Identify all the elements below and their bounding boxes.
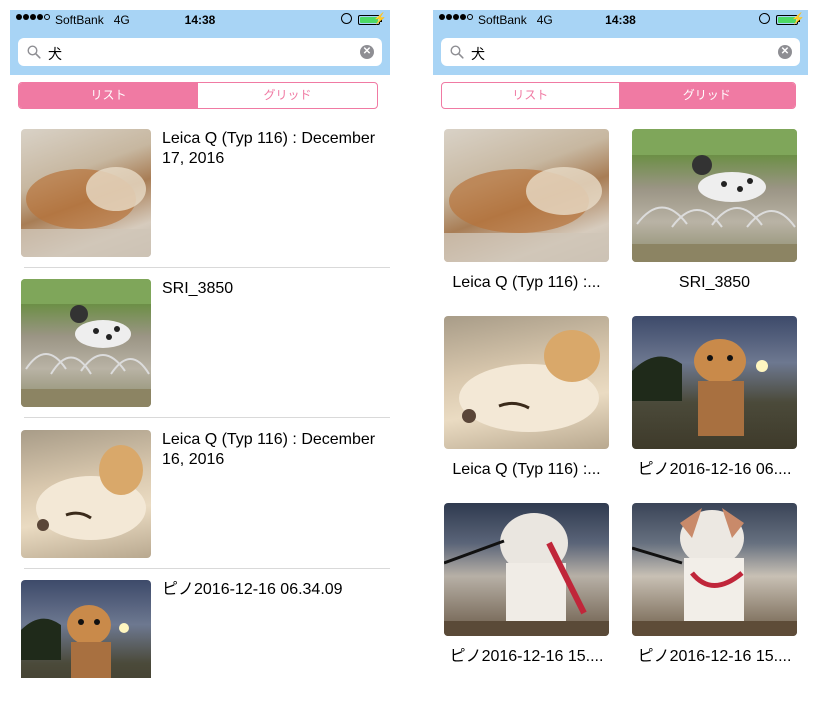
list-item[interactable]: Leica Q (Typ 116) : December 17, 2016 xyxy=(10,129,390,279)
photo-thumbnail xyxy=(444,503,609,636)
dog-photo-image xyxy=(444,503,609,636)
signal-strength-icon xyxy=(439,14,473,20)
battery-icon xyxy=(776,15,800,25)
network-label: 4G xyxy=(536,13,553,27)
cell-caption: ピノ2016-12-16 06.... xyxy=(637,461,792,478)
row-divider xyxy=(24,417,390,418)
cell-caption: ピノ2016-12-16 15.... xyxy=(637,648,792,665)
carrier-label: SoftBank 4G xyxy=(478,13,553,27)
dog-photo-image xyxy=(21,279,151,407)
search-icon xyxy=(450,45,464,59)
dog-photo-image xyxy=(632,503,797,636)
navigation-bar: SoftBank 4G 14:38 ⚡ 犬 ✕ xyxy=(433,10,808,75)
row-divider xyxy=(24,568,390,569)
navigation-bar: SoftBank 4G 14:38 ⚡ 犬 ✕ xyxy=(10,10,390,75)
signal-strength-icon xyxy=(16,14,50,20)
status-bar: SoftBank 4G 14:38 ⚡ xyxy=(10,10,390,30)
segment-list[interactable]: リスト xyxy=(19,83,198,108)
photo-thumbnail xyxy=(632,316,797,449)
clock: 14:38 xyxy=(605,13,636,27)
segment-grid[interactable]: グリッド xyxy=(618,83,795,108)
dog-photo-image xyxy=(632,129,797,262)
view-mode-segmented-control[interactable]: リスト グリッド xyxy=(18,82,378,109)
item-title: SRI_3850 xyxy=(162,280,234,297)
view-mode-segmented-control[interactable]: リスト グリッド xyxy=(441,82,796,109)
row-divider xyxy=(24,267,390,268)
battery-icon xyxy=(358,15,382,25)
photo-thumbnail xyxy=(21,279,151,407)
network-label: 4G xyxy=(113,13,130,27)
carrier-label: SoftBank 4G xyxy=(55,13,130,27)
segment-list[interactable]: リスト xyxy=(512,88,549,102)
orientation-lock-icon xyxy=(341,13,352,24)
item-title: Leica Q (Typ 116) : December 16, 2016 xyxy=(162,431,376,468)
photo-thumbnail xyxy=(444,316,609,449)
grid-view-screen: SoftBank 4G 14:38 ⚡ 犬 ✕ リスト グリッド xyxy=(433,10,808,678)
status-bar: SoftBank 4G 14:38 ⚡ xyxy=(433,10,808,30)
cell-caption: Leica Q (Typ 116) :... xyxy=(452,274,601,291)
charging-bolt-icon: ⚡ xyxy=(791,13,805,25)
search-input[interactable]: 犬 xyxy=(48,46,62,62)
photo-thumbnail xyxy=(21,129,151,257)
dog-photo-image xyxy=(632,316,797,449)
dog-photo-image xyxy=(21,580,151,678)
dog-photo-image xyxy=(21,129,151,257)
segment-grid[interactable]: グリッド xyxy=(263,88,312,102)
photo-thumbnail xyxy=(21,580,151,678)
search-icon xyxy=(27,45,41,59)
photo-thumbnail xyxy=(21,430,151,558)
item-title: Leica Q (Typ 116) : December 17, 2016 xyxy=(162,130,376,167)
clear-icon[interactable]: ✕ xyxy=(778,45,792,59)
clear-icon[interactable]: ✕ xyxy=(360,45,374,59)
clock: 14:38 xyxy=(184,13,216,27)
dog-photo-image xyxy=(444,129,609,262)
photo-thumbnail xyxy=(632,503,797,636)
dog-photo-image xyxy=(444,316,609,449)
cell-caption: Leica Q (Typ 116) :... xyxy=(452,461,601,478)
search-bar[interactable]: 犬 ✕ xyxy=(441,38,800,66)
list-item[interactable]: ピノ2016-12-16 06.34.09 xyxy=(10,580,390,678)
search-bar[interactable]: 犬 ✕ xyxy=(18,38,382,66)
item-title: ピノ2016-12-16 06.34.09 xyxy=(162,581,343,598)
search-input[interactable]: 犬 xyxy=(471,46,485,62)
list-item[interactable]: Leica Q (Typ 116) : December 16, 2016 xyxy=(10,430,390,580)
list-item[interactable]: SRI_3850 xyxy=(10,279,390,429)
charging-bolt-icon: ⚡ xyxy=(373,13,387,25)
orientation-lock-icon xyxy=(759,13,770,24)
photo-thumbnail xyxy=(444,129,609,262)
list-view-screen: SoftBank 4G 14:38 ⚡ 犬 ✕ リスト グリッド xyxy=(10,10,390,678)
photo-thumbnail xyxy=(632,129,797,262)
dog-photo-image xyxy=(21,430,151,558)
cell-caption: SRI_3850 xyxy=(678,274,751,291)
cell-caption: ピノ2016-12-16 15.... xyxy=(449,648,604,665)
